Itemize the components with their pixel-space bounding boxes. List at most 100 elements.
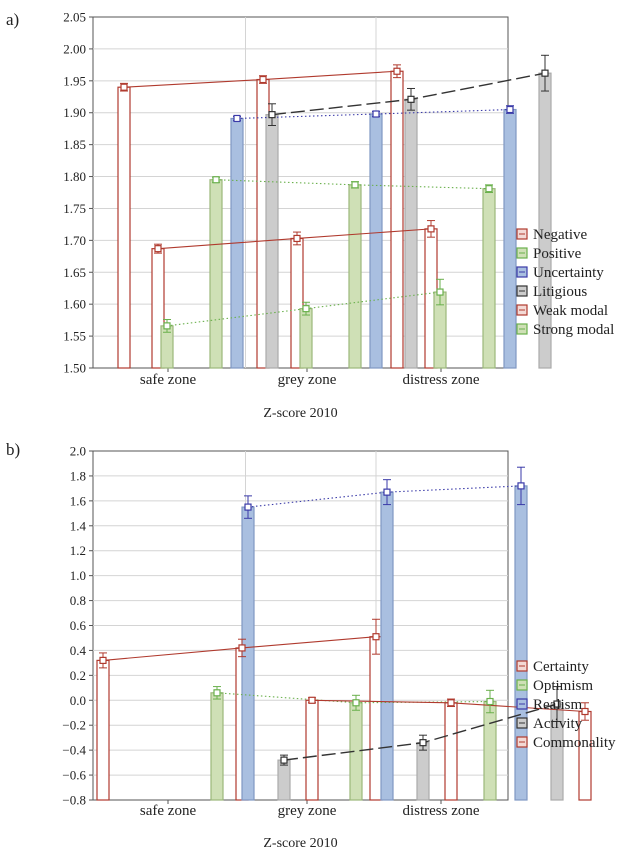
legend-label: Commonality <box>533 735 616 751</box>
y-tick-label: 1.90 <box>63 105 86 120</box>
y-tick-label: 1.55 <box>63 329 86 344</box>
y-tick-label: −0.4 <box>62 743 86 758</box>
bar <box>96 659 110 801</box>
series-line <box>236 108 511 120</box>
mean-marker <box>259 75 267 84</box>
y-tick-label: 0.4 <box>70 643 87 658</box>
mean-marker <box>407 95 415 103</box>
mean-marker <box>383 488 391 496</box>
mean-marker <box>302 305 310 313</box>
y-tick-label: 1.50 <box>63 361 86 376</box>
y-tick-label: 0.8 <box>70 593 86 608</box>
bar <box>305 699 319 801</box>
y-tick-label: 1.8 <box>70 468 86 483</box>
bar <box>404 98 418 369</box>
bar <box>444 702 458 801</box>
bar <box>514 485 528 801</box>
y-tick-label: 0.0 <box>70 693 86 708</box>
mean-marker <box>268 111 276 119</box>
y-tick-label: 1.70 <box>63 233 86 248</box>
panel-label-b: b) <box>6 440 20 459</box>
bar <box>503 108 517 369</box>
chart-b: −0.8 −0.6 −0.4 −0.2 0.0 0.2 0.4 0.6 0.8 1.0 1.2 1.4… <box>62 444 616 852</box>
series-line <box>247 485 522 508</box>
x-tick-label: safe zone <box>140 803 197 819</box>
mean-marker <box>351 181 359 189</box>
mean-marker <box>485 185 493 193</box>
mean-marker <box>581 707 589 716</box>
bar <box>416 742 430 801</box>
legend-label: Activity <box>533 716 583 732</box>
bar <box>380 491 394 801</box>
mean-marker <box>154 245 162 253</box>
y-tick-label: 1.4 <box>70 518 87 533</box>
legend-label: Litigious <box>533 284 587 300</box>
y-tick-label: 1.75 <box>63 201 86 216</box>
x-tick-label: distress zone <box>402 372 479 388</box>
y-tick-label: 1.6 <box>70 493 87 508</box>
y-tick-label: 2.05 <box>63 10 86 25</box>
mean-marker <box>486 697 494 706</box>
mean-marker <box>238 644 246 652</box>
bar <box>277 759 291 801</box>
mean-marker <box>447 699 455 707</box>
mean-marker <box>293 234 301 243</box>
y-tick-label: 1.65 <box>63 265 86 280</box>
bar <box>265 114 279 369</box>
legend-label: Strong modal <box>533 322 614 338</box>
legend-label: Positive <box>533 246 582 262</box>
y-tick-label: 1.2 <box>70 543 86 558</box>
bar <box>482 188 496 369</box>
bar <box>369 636 383 801</box>
y-tick-label: −0.2 <box>62 718 86 733</box>
mean-marker <box>244 503 252 511</box>
series-line <box>215 179 490 190</box>
mean-marker <box>120 83 128 91</box>
bar <box>241 506 255 801</box>
y-tick-label: 2.00 <box>63 41 86 56</box>
series-line <box>216 692 491 704</box>
bar <box>299 308 313 369</box>
mean-marker <box>233 114 241 123</box>
y-tick-label: 0.6 <box>70 618 87 633</box>
mean-marker <box>506 105 514 114</box>
bar <box>209 179 223 369</box>
panel-label-a: a) <box>6 10 19 29</box>
mean-marker <box>308 696 316 704</box>
mean-marker <box>393 67 401 75</box>
y-tick-label: 1.85 <box>63 137 86 152</box>
mean-marker <box>280 756 288 764</box>
mean-marker <box>372 633 380 641</box>
y-tick-label: 2.0 <box>70 444 86 459</box>
mean-marker <box>419 739 427 747</box>
mean-marker <box>163 322 171 330</box>
bar <box>348 184 362 369</box>
x-axis-label: Z-score 2010 <box>263 836 337 851</box>
y-tick-label: 1.80 <box>63 169 86 184</box>
y-tick-label: 1.95 <box>63 73 86 88</box>
mean-marker <box>427 225 435 233</box>
mean-marker <box>213 689 221 697</box>
legend-label: Negative <box>533 227 587 243</box>
bar <box>369 113 383 369</box>
bar <box>390 70 404 369</box>
mean-marker <box>99 656 107 665</box>
x-tick-label: grey zone <box>278 803 337 819</box>
mean-marker <box>352 699 360 707</box>
y-tick-label: 0.2 <box>70 668 86 683</box>
legend-label: Realism <box>533 697 582 713</box>
mean-marker <box>372 110 380 118</box>
y-tick-label: 1.60 <box>63 297 86 312</box>
mean-marker <box>212 176 220 184</box>
mean-marker <box>436 288 444 296</box>
legend-label: Uncertainty <box>533 265 604 281</box>
mean-marker <box>553 700 561 708</box>
bar <box>117 86 131 369</box>
legend-label: Optimism <box>533 678 593 694</box>
x-tick-label: grey zone <box>278 372 337 388</box>
legend-label: Weak modal <box>533 303 608 319</box>
bar <box>483 700 497 801</box>
y-tick-label: −0.8 <box>62 793 86 808</box>
x-tick-label: safe zone <box>140 372 197 388</box>
